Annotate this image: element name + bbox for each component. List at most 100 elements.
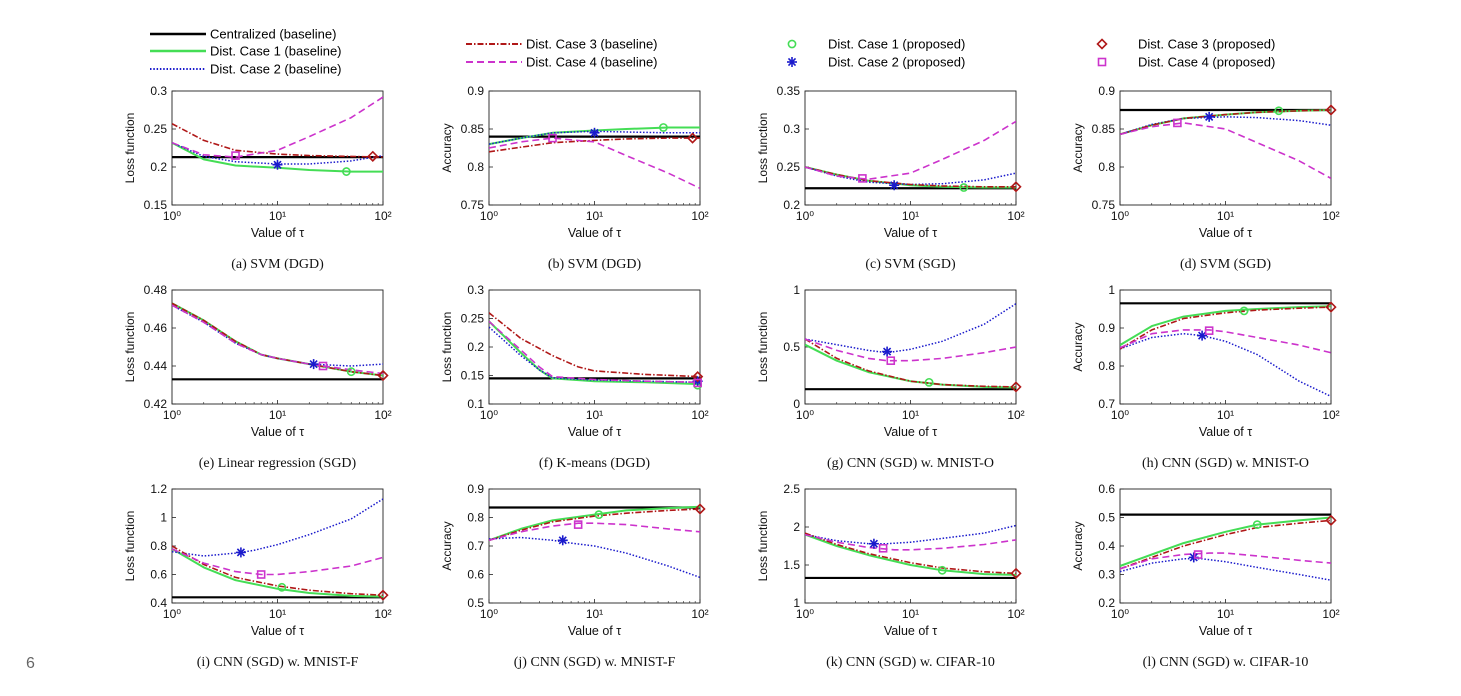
series-case4	[805, 533, 1016, 551]
y-axis-label: Accuracy	[440, 521, 454, 570]
marker-m2	[589, 127, 600, 138]
x-tick-label: 10⁰	[480, 607, 498, 621]
legend-entry-centralized: Centralized (baseline)	[150, 27, 336, 42]
series-case4	[172, 96, 383, 158]
marker-m1	[1274, 106, 1284, 116]
y-tick-label: 2.5	[783, 482, 800, 496]
y-tick-label: 1.5	[783, 558, 800, 572]
series-case4	[1120, 122, 1331, 180]
x-axis-label: Value of τ	[568, 425, 621, 439]
marker-m3	[377, 369, 389, 382]
y-tick-label: 0.8	[467, 511, 484, 525]
y-tick-label: 0.9	[467, 482, 484, 496]
legend-label: Centralized (baseline)	[210, 27, 336, 42]
x-tick-label: 10²	[374, 607, 391, 621]
y-axis-label: Loss function	[123, 113, 137, 184]
legend: Centralized (baseline) Dist. Case 1 (base…	[150, 27, 1275, 77]
y-tick-label: 0.75	[1092, 198, 1116, 212]
x-axis-label: Value of τ	[568, 226, 621, 240]
series-case1	[805, 533, 1016, 576]
legend-marker-m1	[787, 39, 797, 49]
legend-entry-case1: Dist. Case 1 (baseline)	[150, 44, 342, 59]
chart-10: 0.5 0.6 0.7 0.8 0.9 10⁰ 10¹ 10² Value of τ Accura…	[440, 482, 709, 670]
y-tick-label: 0.15	[461, 369, 485, 383]
legend-label: Dist. Case 2 (proposed)	[828, 55, 965, 70]
x-tick-label: 10¹	[269, 607, 286, 621]
y-axis-label: Accuracy	[440, 123, 454, 172]
series-case2	[805, 303, 1016, 354]
x-tick-label: 10¹	[1217, 408, 1234, 422]
y-tick-label: 0.25	[777, 160, 801, 174]
marker-m4	[878, 543, 888, 553]
marker-m1	[937, 565, 947, 575]
x-tick-label: 10¹	[902, 408, 919, 422]
y-axis-label: Accuracy	[1071, 322, 1085, 371]
chart-title: (g) CNN (SGD) w. MNIST-O	[827, 456, 994, 471]
x-tick-label: 10¹	[902, 607, 919, 621]
series-case4	[172, 548, 383, 576]
legend-marker-m4	[1097, 57, 1107, 67]
x-tick-label: 10⁰	[163, 607, 181, 621]
chart-3: 0.2 0.25 0.3 0.35 10⁰ 10¹ 10² Value of τ Loss fu…	[756, 84, 1025, 272]
y-tick-label: 0.4	[150, 596, 167, 610]
y-tick-label: 0.2	[150, 160, 167, 174]
series-case4	[1120, 552, 1331, 570]
x-tick-label: 10¹	[586, 209, 603, 223]
chart-9: 0.4 0.6 0.8 1 1.2 10⁰ 10¹ 10² Value of τ Loss fun…	[123, 482, 392, 670]
series-case3	[172, 302, 383, 377]
y-tick-label: 0.3	[467, 283, 484, 297]
marker-m3	[377, 589, 389, 601]
x-axis-label: Value of τ	[251, 624, 304, 638]
marker-m4	[573, 520, 583, 529]
marker-m4	[886, 356, 896, 365]
y-axis-label: Loss function	[123, 511, 137, 582]
x-tick-label: 10¹	[586, 607, 603, 621]
x-tick-label: 10⁰	[1111, 607, 1129, 621]
x-tick-label: 10¹	[269, 209, 286, 223]
y-tick-label: 1	[793, 283, 800, 297]
marker-m2	[1204, 111, 1215, 122]
chart-4: 0.75 0.8 0.85 0.9 10⁰ 10¹ 10² Value of τ Accurac…	[1071, 84, 1340, 272]
chart-11: 1 1.5 2 2.5 10⁰ 10¹ 10² Value of τ Loss function…	[756, 482, 1025, 670]
marker-m4	[256, 570, 266, 579]
marker-m4	[318, 361, 328, 371]
y-tick-label: 0.15	[144, 198, 168, 212]
marker-m1	[277, 582, 287, 592]
marker-m2	[235, 547, 246, 558]
page-number: 6	[26, 655, 35, 672]
series-case2	[1120, 116, 1331, 136]
series-case2	[172, 304, 383, 367]
x-tick-label: 10⁰	[1111, 408, 1129, 422]
chart-title: (i) CNN (SGD) w. MNIST-F	[197, 655, 359, 670]
series-case4	[1120, 329, 1331, 354]
x-axis-label: Value of τ	[251, 425, 304, 439]
legend-label: Dist. Case 1 (baseline)	[210, 44, 342, 59]
y-tick-label: 1	[793, 596, 800, 610]
marker-m3	[686, 132, 699, 144]
y-axis-label: Accuracy	[1071, 521, 1085, 570]
series-case4	[172, 304, 383, 375]
series-case1	[172, 548, 383, 598]
x-axis-label: Value of τ	[1199, 226, 1252, 240]
x-tick-label: 10²	[1322, 408, 1339, 422]
charts-grid: 0.15 0.2 0.25 0.3 10⁰ 10¹ 10² Value of τ Loss fu…	[123, 84, 1340, 670]
x-tick-label: 10²	[1007, 408, 1024, 422]
y-axis-label: Loss function	[756, 312, 770, 383]
marker-m1	[659, 123, 668, 132]
y-tick-label: 0.8	[150, 539, 167, 553]
x-tick-label: 10⁰	[480, 209, 498, 223]
chart-12: 0.2 0.3 0.4 0.5 0.6 10⁰ 10¹ 10² Value of τ Accura…	[1071, 482, 1340, 670]
chart-1: 0.15 0.2 0.25 0.3 10⁰ 10¹ 10² Value of τ Loss fu…	[123, 84, 392, 272]
series-case4	[489, 320, 700, 384]
marker-m4	[231, 151, 240, 160]
marker-m2	[308, 359, 319, 370]
x-tick-label: 10²	[374, 408, 391, 422]
plot-area	[171, 289, 384, 405]
chart-title: (f) K-means (DGD)	[539, 456, 651, 471]
chart-2: 0.75 0.8 0.85 0.9 10⁰ 10¹ 10² Value of τ Accurac…	[440, 84, 709, 272]
y-axis-label: Accuracy	[1071, 123, 1085, 172]
y-tick-label: 0.1	[467, 397, 484, 411]
legend-label: Dist. Case 1 (proposed)	[828, 37, 965, 52]
legend-label: Dist. Case 3 (proposed)	[1138, 37, 1275, 52]
series-case3	[489, 312, 700, 378]
